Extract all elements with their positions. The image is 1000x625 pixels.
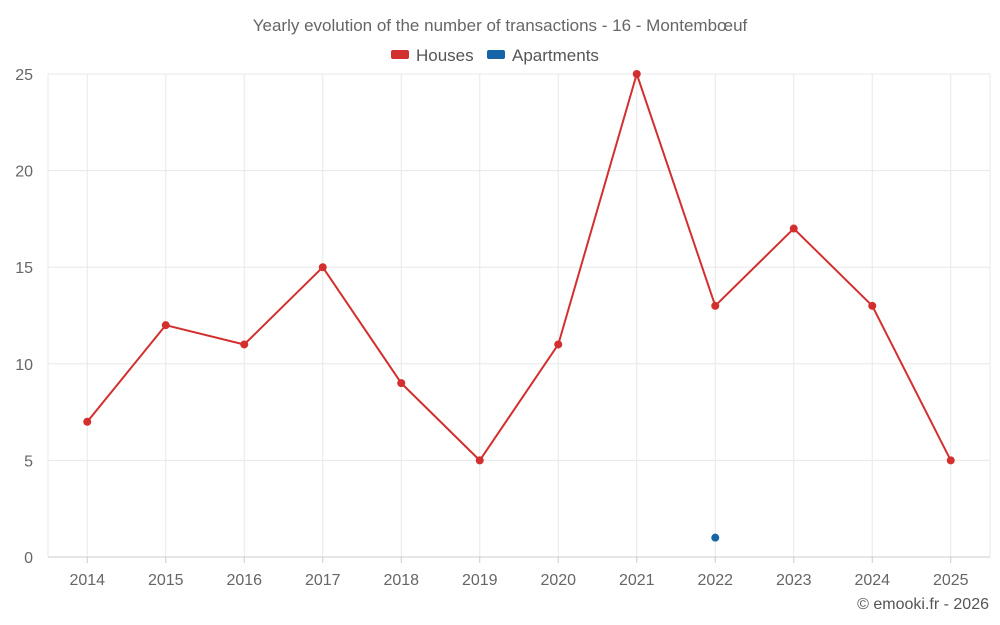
point-houses-2016[interactable]: [240, 340, 249, 349]
point-houses-2015[interactable]: [161, 321, 170, 330]
point-houses-2017[interactable]: [318, 263, 327, 272]
series: [83, 70, 955, 542]
y-tick-label: 0: [24, 550, 33, 567]
x-tick-label: 2025: [933, 572, 969, 589]
x-tick-label: 2014: [69, 572, 105, 589]
legend-swatch-apartments: [487, 50, 505, 59]
point-houses-2022[interactable]: [711, 301, 720, 310]
x-tick-label: 2016: [226, 572, 262, 589]
chart-title: Yearly evolution of the number of transa…: [253, 16, 748, 35]
series-houses: [83, 70, 955, 465]
x-tick-label: 2024: [854, 572, 890, 589]
y-tick-label: 10: [15, 357, 33, 374]
x-tick-label: 2021: [619, 572, 655, 589]
x-tick-label: 2022: [697, 572, 733, 589]
grid: [47, 73, 991, 557]
series-line-houses: [86, 73, 952, 462]
legend-item-apartments[interactable]: Apartments: [487, 46, 599, 65]
point-houses-2020[interactable]: [554, 340, 563, 349]
point-apartments-2022[interactable]: [711, 533, 720, 542]
credit-text: © emooki.fr - 2026: [857, 596, 989, 613]
x-tick-label: 2017: [305, 572, 341, 589]
y-tick-label: 20: [15, 164, 33, 181]
point-houses-2021[interactable]: [632, 70, 641, 78]
series-apartments: [711, 533, 720, 542]
y-tick-label: 15: [15, 260, 33, 277]
legend: Houses Apartments: [391, 46, 599, 65]
point-houses-2019[interactable]: [475, 456, 484, 465]
point-houses-2014[interactable]: [83, 417, 92, 426]
legend-label-houses: Houses: [416, 46, 474, 65]
point-houses-2023[interactable]: [789, 224, 798, 233]
legend-item-houses[interactable]: Houses: [391, 46, 474, 65]
point-houses-2024[interactable]: [868, 301, 877, 310]
legend-label-apartments: Apartments: [512, 46, 599, 65]
x-tick-label: 2023: [776, 572, 812, 589]
x-tick-label: 2015: [148, 572, 184, 589]
legend-swatch-houses: [391, 50, 409, 59]
point-houses-2018[interactable]: [397, 379, 406, 388]
point-houses-2025[interactable]: [946, 456, 955, 465]
y-tick-label: 25: [15, 67, 33, 84]
x-tick-label: 2019: [462, 572, 498, 589]
x-tick-label: 2018: [383, 572, 419, 589]
x-tick-label: 2020: [540, 572, 576, 589]
y-tick-label: 5: [24, 453, 33, 470]
